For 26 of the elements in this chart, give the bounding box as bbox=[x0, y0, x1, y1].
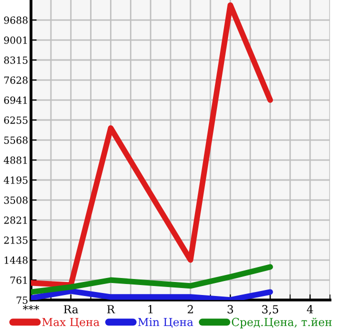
y-tick-label: 5568 bbox=[4, 136, 28, 144]
y-tick-label: 75 bbox=[16, 296, 28, 304]
legend-label: Min Цена bbox=[138, 318, 194, 328]
y-tick-label: 9001 bbox=[4, 36, 27, 44]
x-tick-label: Ra bbox=[64, 305, 78, 314]
x-tick-label: *** bbox=[22, 305, 40, 310]
x-tick-label: 3 bbox=[228, 305, 234, 314]
x-tick-label: 1 bbox=[148, 305, 153, 314]
y-tick-label: 6941 bbox=[4, 96, 27, 104]
y-tick-label: 9688 bbox=[4, 16, 28, 24]
x-tick-label: R bbox=[107, 305, 116, 314]
y-tick-label: 761 bbox=[10, 276, 27, 284]
x-tick-label: 4 bbox=[306, 305, 314, 314]
legend-label: Сред.Цена, т.йен bbox=[232, 318, 332, 328]
y-tick-label: 8315 bbox=[4, 56, 28, 64]
y-tick-label: 1448 bbox=[4, 256, 28, 264]
x-tick-label: 2 bbox=[188, 305, 193, 314]
y-tick-label: 4881 bbox=[4, 156, 27, 164]
y-tick-label: 7628 bbox=[4, 76, 28, 84]
y-tick-label: 2135 bbox=[4, 236, 28, 244]
y-tick-label: 2821 bbox=[4, 216, 27, 224]
y-tick-label: 4195 bbox=[4, 176, 28, 184]
legend-label: Max Цена bbox=[42, 318, 100, 328]
y-tick-label: 3508 bbox=[4, 196, 28, 204]
y-tick-label: 6255 bbox=[4, 116, 28, 124]
x-tick-label: 3,5 bbox=[262, 305, 278, 315]
